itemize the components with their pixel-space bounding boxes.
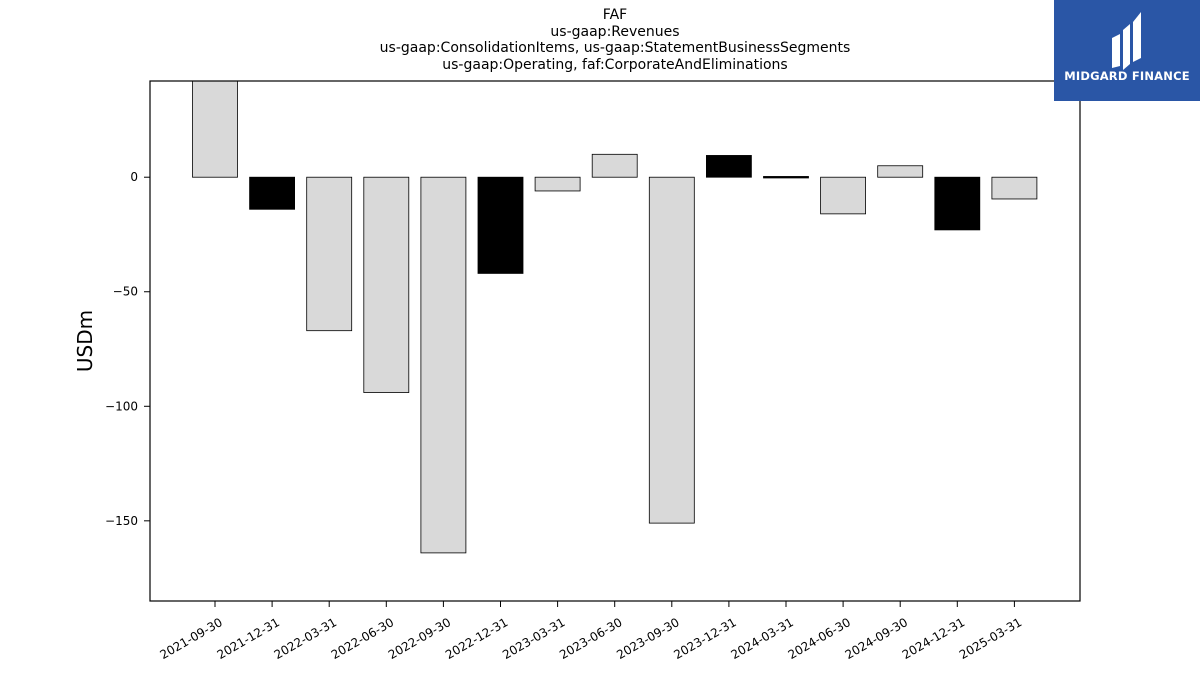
x-tick-label: 2024-12-31: [900, 615, 967, 662]
bar-2022-09-30: [420, 176, 467, 554]
y-tick-label: −100: [105, 399, 138, 413]
chart-title-block: FAF us-gaap:Revenues us-gaap:Consolidati…: [150, 7, 1080, 73]
x-tick-label: 2024-06-30: [786, 615, 853, 662]
x-tick-label: 2023-06-30: [557, 615, 624, 662]
bar-2024-03-31: [763, 176, 809, 179]
midgard-logo-mark-icon: [1112, 12, 1141, 70]
x-tick-label: 2021-12-31: [215, 615, 282, 662]
bar-2025-03-31: [991, 176, 1038, 200]
bar-2022-06-30: [363, 176, 410, 393]
x-tick-label: 2023-12-31: [671, 615, 738, 662]
chart-title-line-3: us-gaap:ConsolidationItems, us-gaap:Stat…: [379, 40, 851, 56]
bar-2022-12-31: [477, 176, 524, 274]
bar-2023-03-31: [534, 176, 581, 192]
chart-title-line-1: FAF: [602, 7, 628, 23]
bar-2024-12-31: [934, 176, 981, 231]
x-tick-label: 2022-03-31: [272, 615, 339, 662]
x-tick-label: 2024-03-31: [728, 615, 795, 662]
x-tick-label: 2023-09-30: [614, 615, 681, 662]
y-axis-label: USDm: [73, 310, 97, 372]
bar-2022-03-31: [306, 176, 353, 332]
x-tick-label: 2021-09-30: [157, 615, 224, 662]
x-tick-label: 2023-03-31: [500, 615, 567, 662]
x-tick-label: 2024-09-30: [843, 615, 910, 662]
chart-title-line-4: us-gaap:Operating, faf:CorporateAndElimi…: [442, 56, 788, 73]
x-tick-label: 2022-06-30: [329, 615, 396, 662]
bar-2021-12-31: [249, 176, 296, 210]
bar-2023-06-30: [591, 153, 638, 178]
x-tick-label: 2022-12-31: [443, 615, 510, 662]
axes-group: 2021-09-302021-12-312022-03-312022-06-30…: [105, 170, 1024, 662]
x-tick-label: 2025-03-31: [957, 615, 1024, 662]
bar-2023-12-31: [706, 155, 752, 178]
bar-2023-09-30: [648, 176, 695, 524]
chart-title-line-2: us-gaap:Revenues: [550, 23, 680, 40]
bar-2024-09-30: [877, 165, 924, 178]
y-tick-label: −150: [105, 514, 138, 528]
y-tick-label: 0: [130, 170, 138, 184]
bars-group: [192, 80, 1038, 554]
bar-2021-09-30: [192, 80, 238, 178]
y-tick-label: −50: [113, 285, 138, 299]
logo-text: MIDGARD FINANCE: [1064, 69, 1190, 83]
bar-2024-06-30: [820, 176, 866, 215]
x-tick-label: 2022-09-30: [386, 615, 453, 662]
plot-frame: [149, 80, 1081, 602]
midgard-finance-logo: MIDGARD FINANCE: [1054, 0, 1200, 101]
